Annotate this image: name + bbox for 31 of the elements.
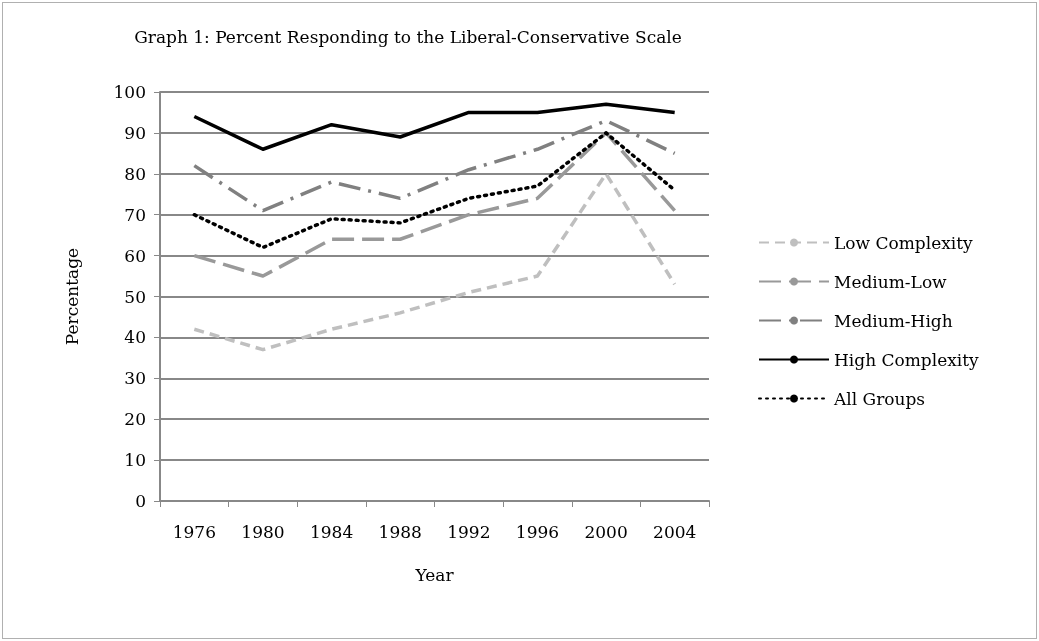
x-tick-label: 1988 xyxy=(378,521,422,542)
y-tick-label: 60 xyxy=(124,245,146,266)
x-tick-label: 2004 xyxy=(653,521,697,542)
x-tick-label: 2000 xyxy=(584,521,628,542)
y-tick-label: 90 xyxy=(124,122,146,143)
y-tick-label: 20 xyxy=(124,409,146,430)
line-series xyxy=(192,131,677,278)
y-tick-label: 50 xyxy=(124,286,146,307)
line-series xyxy=(192,131,677,250)
x-tick-label: 1984 xyxy=(309,521,354,542)
chart-title: Graph 1: Percent Responding to the Liberal-Conservative Scale xyxy=(134,26,682,47)
x-axis-title: Year xyxy=(414,564,455,585)
line-series xyxy=(192,172,677,352)
y-tick-label: 10 xyxy=(124,450,146,471)
y-tick-label: 100 xyxy=(113,82,146,102)
y-tick-label: 40 xyxy=(124,327,146,348)
legend-label: All Groups xyxy=(833,388,926,409)
x-tick-label: 1976 xyxy=(172,521,216,542)
x-tick-label: 1980 xyxy=(241,521,285,542)
legend-label: Medium-Low xyxy=(834,271,948,292)
y-axis-title: Percentage xyxy=(61,247,82,346)
y-tick-label: 30 xyxy=(124,368,146,389)
line-series xyxy=(192,102,677,152)
y-tick-label: 70 xyxy=(124,204,146,225)
y-tick-label: 80 xyxy=(124,163,146,184)
legend-label: Medium-High xyxy=(834,310,953,331)
legend-label: Low Complexity xyxy=(834,232,974,253)
legend-label: High Complexity xyxy=(834,349,980,370)
y-tick-label: 0 xyxy=(135,491,146,511)
x-tick-label: 1992 xyxy=(447,521,491,542)
x-tick-label: 1996 xyxy=(515,521,560,542)
